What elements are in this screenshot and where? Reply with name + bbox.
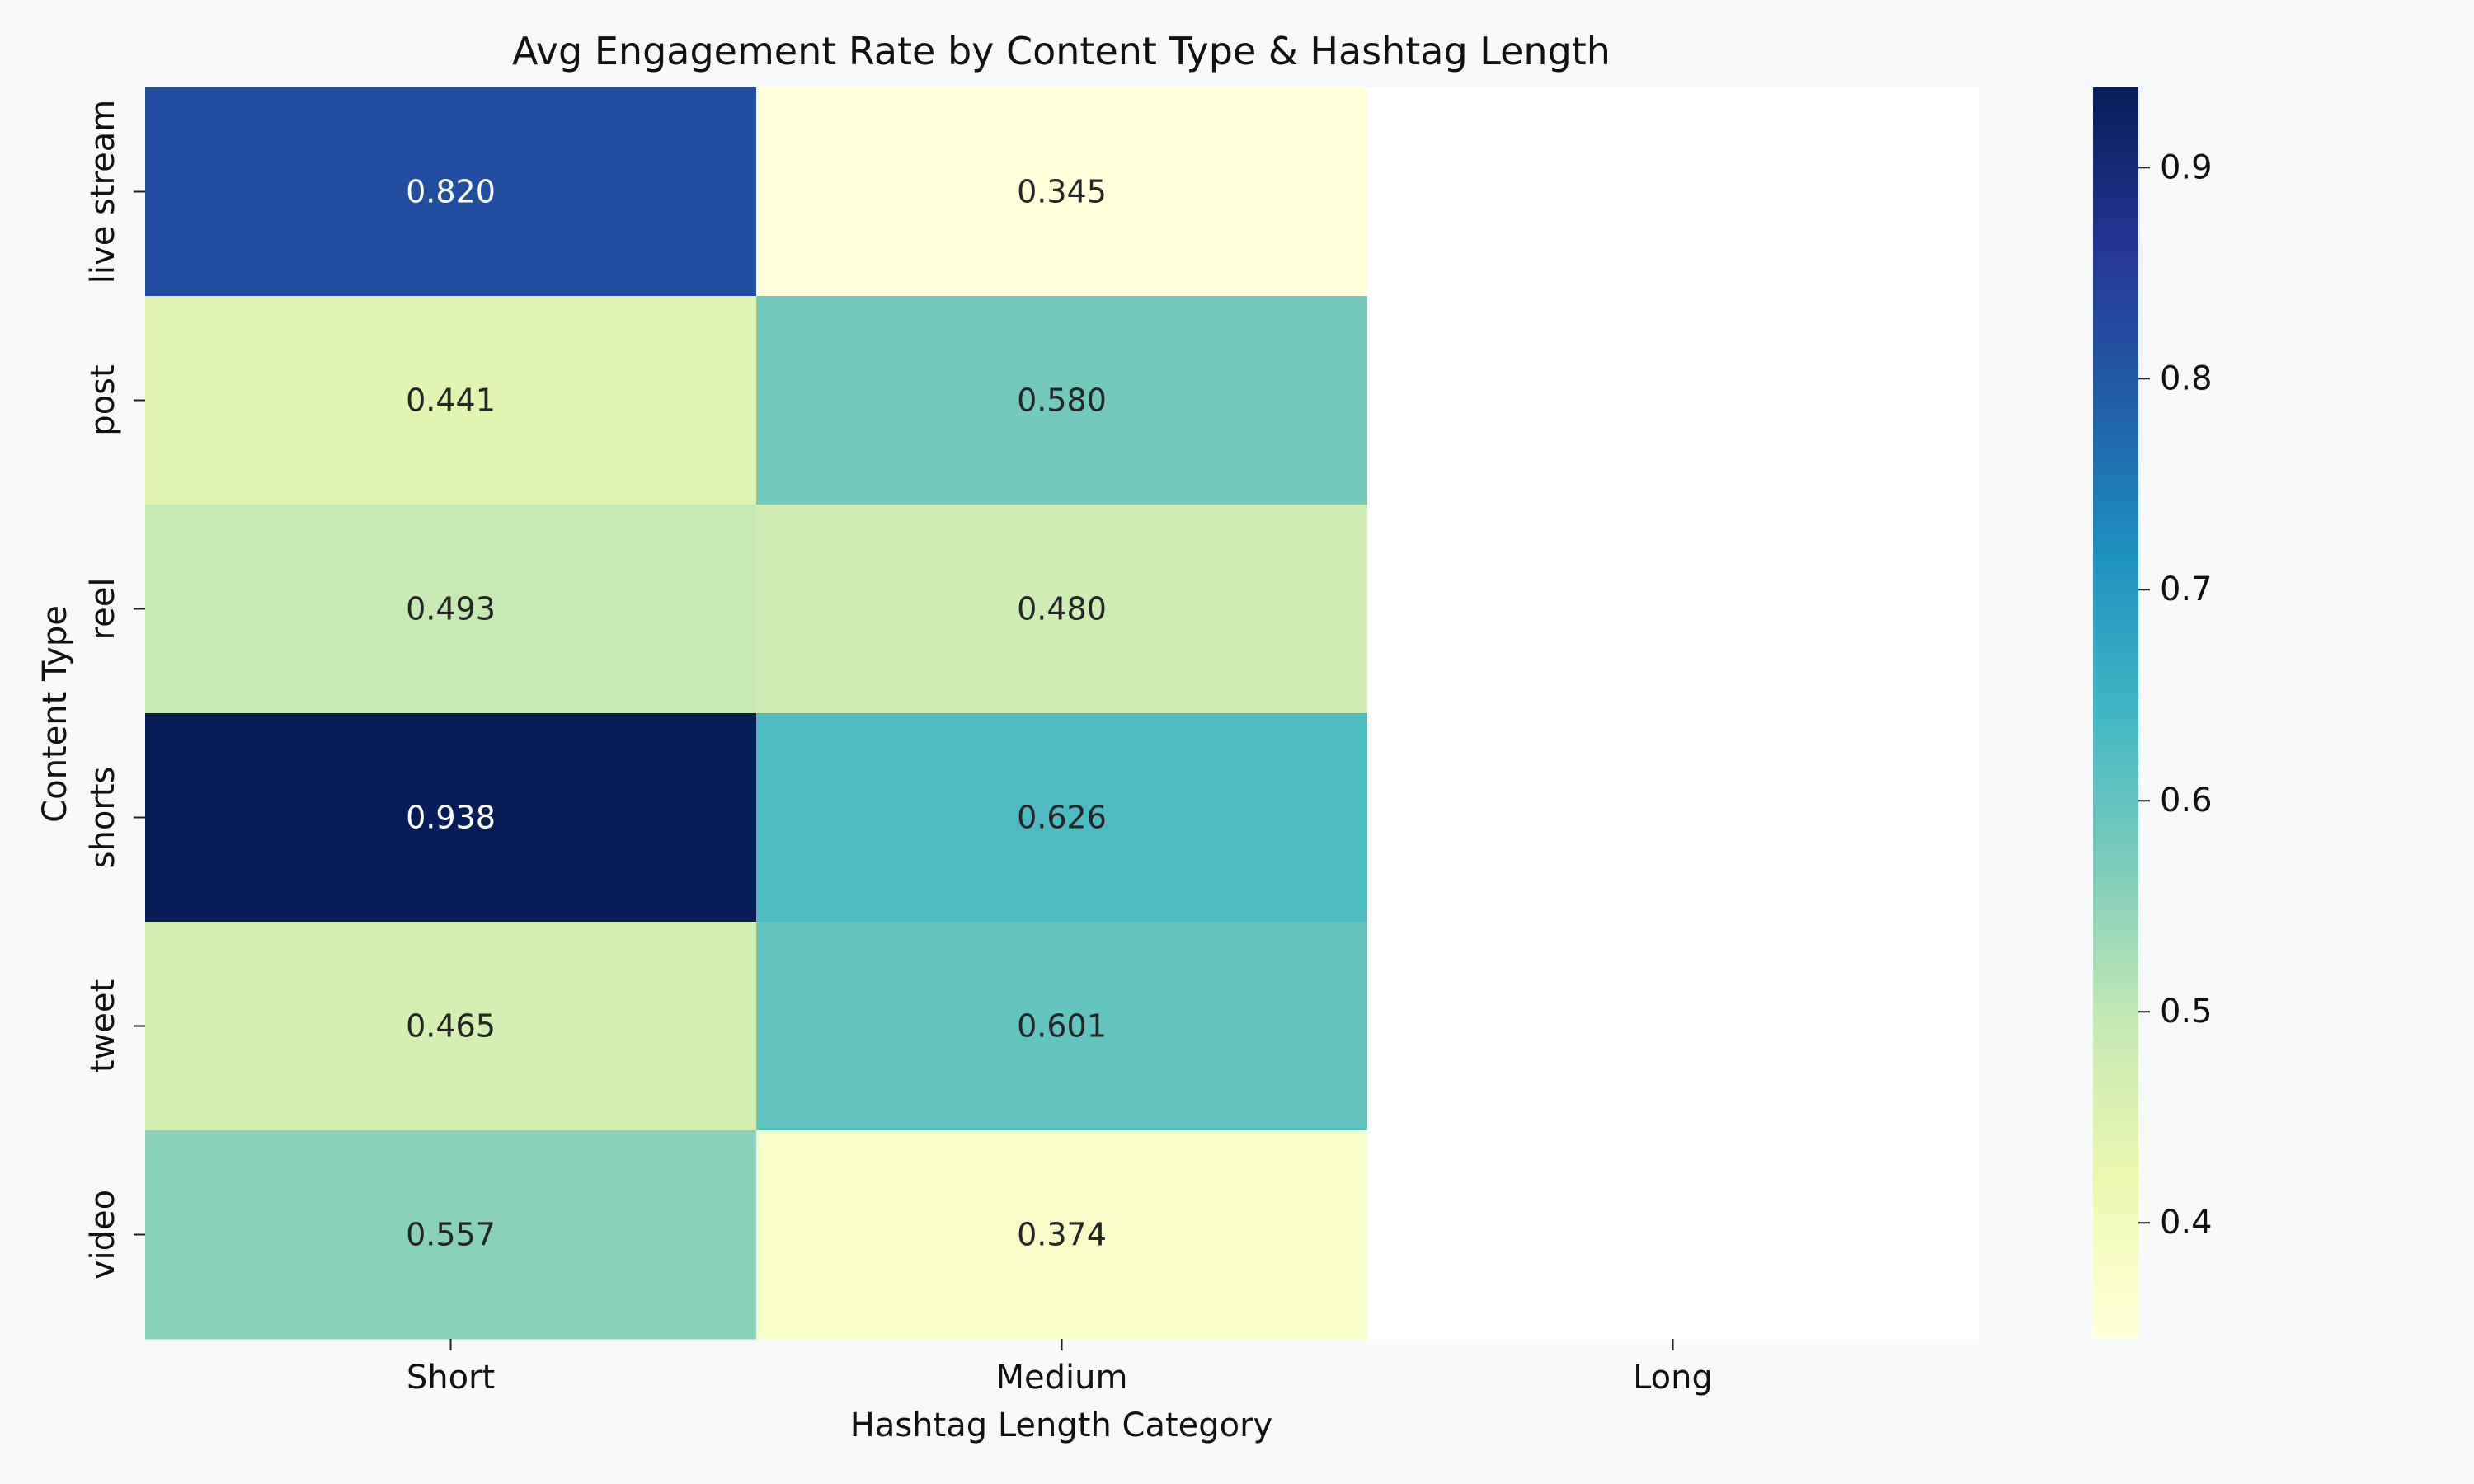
heatmap-cell <box>756 505 1368 714</box>
heatmap-cell <box>756 713 1368 923</box>
colorbar-gradient <box>2093 87 2138 1339</box>
cell-value-label: 0.493 <box>406 591 496 627</box>
cell-value-label: 0.441 <box>406 383 496 419</box>
y-tick-label: reel <box>84 578 122 641</box>
x-tick-label: Short <box>407 1359 495 1397</box>
heatmap-cell <box>756 87 1368 297</box>
heatmap-cell <box>756 1130 1368 1340</box>
heatmap-cell <box>1367 713 1979 923</box>
heatmap-cell <box>1367 1130 1979 1340</box>
colorbar: 0.4 0.5 0.6 0.7 0.8 0.9 <box>2093 87 2213 1339</box>
cell-value-label: 0.374 <box>1017 1217 1107 1253</box>
y-tick-label: live stream <box>84 100 122 284</box>
y-axis-label: Content Type <box>36 605 74 823</box>
colorbar-tick-label: 0.4 <box>2160 1204 2213 1242</box>
y-tick-label: tweet <box>84 979 122 1073</box>
x-tick-label: Medium <box>996 1359 1128 1397</box>
colorbar-tick-label: 0.7 <box>2160 571 2213 608</box>
heatmap-cell <box>145 296 757 505</box>
heatmap-cell <box>145 713 757 923</box>
chart-title: Avg Engagement Rate by Content Type & Ha… <box>512 29 1611 73</box>
y-tick-label: post <box>84 364 122 435</box>
heatmap-cell <box>1367 87 1979 297</box>
y-tick-label: shorts <box>84 767 122 869</box>
cell-value-label: 0.601 <box>1017 1008 1107 1045</box>
heatmap-cell <box>756 922 1368 1131</box>
cell-value-label: 0.938 <box>406 800 496 836</box>
heatmap-cell <box>1367 922 1979 1131</box>
cell-value-label: 0.480 <box>1017 591 1107 627</box>
colorbar-tick-label: 0.9 <box>2160 148 2213 186</box>
y-tick-label: video <box>84 1190 122 1280</box>
cell-value-label: 0.557 <box>406 1217 496 1253</box>
heatmap-cell <box>145 87 757 297</box>
cell-value-label: 0.820 <box>406 174 496 210</box>
heatmap-cell <box>1367 296 1979 505</box>
colorbar-tick-label: 0.8 <box>2160 359 2213 397</box>
cell-value-label: 0.626 <box>1017 800 1107 836</box>
heatmap-cell <box>145 922 757 1131</box>
cell-value-label: 0.345 <box>1017 174 1107 210</box>
x-axis: Short Medium Long <box>407 1339 1713 1397</box>
heatmap-cell <box>1367 505 1979 714</box>
heatmap-cell <box>756 296 1368 505</box>
cell-value-label: 0.465 <box>406 1008 496 1045</box>
y-axis: live stream post reel shorts tweet video <box>84 100 145 1280</box>
colorbar-tick-label: 0.5 <box>2160 993 2213 1031</box>
heatmap-cells: 0.820 0.345 0.441 0.580 0.493 0.480 0.938 0.626… <box>145 87 1979 1340</box>
cell-value-label: 0.580 <box>1017 383 1107 419</box>
heatmap-cell <box>145 1130 757 1340</box>
x-axis-label: Hashtag Length Category <box>850 1407 1272 1444</box>
heatmap-cell <box>145 505 757 714</box>
colorbar-tick-label: 0.6 <box>2160 782 2213 819</box>
x-tick-label: Long <box>1633 1359 1713 1397</box>
